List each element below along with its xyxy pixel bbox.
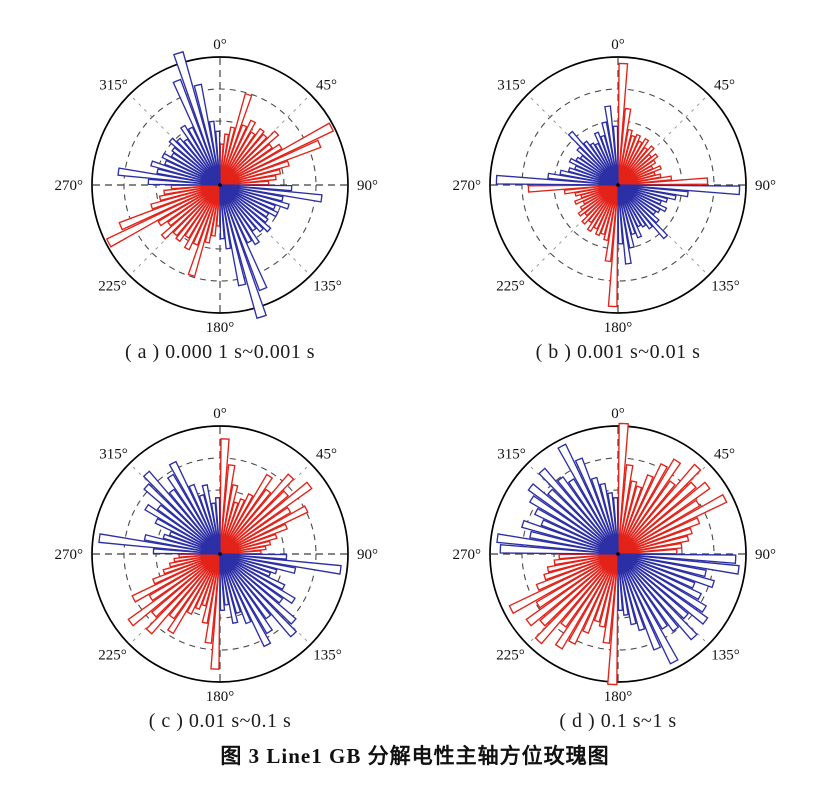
sub-caption-a: ( a ) 0.000 1 s~0.001 s: [124, 341, 316, 363]
angle-label-135: 135°: [313, 648, 342, 664]
angle-label-45: 45°: [714, 78, 735, 94]
angle-label-135: 135°: [711, 648, 740, 664]
rose-panel-a: 0° 45° 90° 135° 180° 225° 270° 315° ( a ) 0.000…: [30, 13, 410, 364]
rose-chart-d: 0° 45° 90° 135° 180° 225° 270° 315°: [453, 406, 777, 705]
angle-label-270: 270°: [55, 178, 84, 194]
rose-chart-a: 0° 45° 90° 135° 180° 225° 270° 315°: [55, 37, 379, 336]
angle-label-90: 90°: [357, 547, 378, 563]
angle-label-225: 225°: [496, 648, 525, 664]
polar-center-dot: [616, 552, 620, 556]
angle-labels: 0° 45° 90° 135° 180° 225° 270° 315°: [453, 406, 777, 705]
rose-chart-c: 0° 45° 90° 135° 180° 225° 270° 315°: [55, 406, 379, 705]
angle-labels: 0° 45° 90° 135° 180° 225° 270° 315°: [453, 37, 777, 336]
rose-bars-blue-strike: [495, 105, 741, 265]
rose-bars-red-strike: [127, 438, 313, 670]
angle-label-315: 315°: [99, 447, 128, 463]
rose-bars-red-strike: [105, 92, 335, 278]
angle-label-45: 45°: [316, 447, 337, 463]
angle-label-90: 90°: [755, 547, 776, 563]
rose-bars-red-strike: [527, 62, 709, 308]
angle-label-225: 225°: [496, 279, 525, 295]
figure-main-caption: 图 3 Line1 GB 分解电性主轴方位玫瑰图: [220, 744, 610, 768]
angle-label-0: 0°: [611, 406, 625, 422]
angle-label-180: 180°: [206, 320, 235, 336]
angle-label-45: 45°: [714, 447, 735, 463]
polar-center-dot: [218, 552, 222, 556]
rose-panel-b: 0° 45° 90° 135° 180° 225° 270° 315° ( b ) 0.001…: [428, 13, 808, 364]
angle-label-180: 180°: [206, 689, 235, 705]
angle-label-90: 90°: [357, 178, 378, 194]
angle-label-0: 0°: [611, 37, 625, 53]
polar-outer-circle: [489, 425, 747, 683]
rose-bars-blue-strike: [98, 460, 342, 648]
rose-panel-c: 0° 45° 90° 135° 180° 225° 270° 315° ( c ) 0.01 …: [30, 382, 410, 733]
polar-outer-circle: [489, 56, 747, 314]
angle-label-315: 315°: [497, 447, 526, 463]
angle-label-270: 270°: [453, 547, 482, 563]
angle-label-180: 180°: [604, 689, 633, 705]
angle-label-90: 90°: [755, 178, 776, 194]
angle-label-270: 270°: [55, 547, 84, 563]
angle-label-180: 180°: [604, 320, 633, 336]
polar-center-dot: [616, 183, 620, 187]
rose-chart-b: 0° 45° 90° 135° 180° 225° 270° 315°: [453, 37, 777, 336]
rose-bars-red-strike: [508, 422, 728, 686]
polar-outer-circle: [91, 425, 349, 683]
sub-caption-c: ( c ) 0.01 s~0.1 s: [148, 710, 292, 732]
angle-labels: 0° 45° 90° 135° 180° 225° 270° 315°: [55, 406, 379, 705]
angle-label-0: 0°: [213, 37, 227, 53]
angle-label-225: 225°: [98, 648, 127, 664]
angle-label-45: 45°: [316, 78, 337, 94]
rose-panel-d: 0° 45° 90° 135° 180° 225° 270° 315° ( d ) 0.1 s…: [428, 382, 808, 733]
rose-bars-blue-strike: [496, 443, 740, 665]
polar-outer-circle: [91, 56, 349, 314]
sub-caption-d: ( d ) 0.1 s~1 s: [559, 710, 677, 732]
angle-label-135: 135°: [313, 279, 342, 295]
angle-label-315: 315°: [99, 78, 128, 94]
angle-label-225: 225°: [98, 279, 127, 295]
polar-center-dot: [218, 183, 222, 187]
sub-caption-b: ( b ) 0.001 s~0.01 s: [535, 341, 701, 363]
angle-label-315: 315°: [497, 78, 526, 94]
rose-bars-blue-strike: [117, 50, 323, 320]
angle-label-0: 0°: [213, 406, 227, 422]
angle-label-270: 270°: [453, 178, 482, 194]
angle-labels: 0° 45° 90° 135° 180° 225° 270° 315°: [55, 37, 379, 336]
angle-label-135: 135°: [711, 279, 740, 295]
